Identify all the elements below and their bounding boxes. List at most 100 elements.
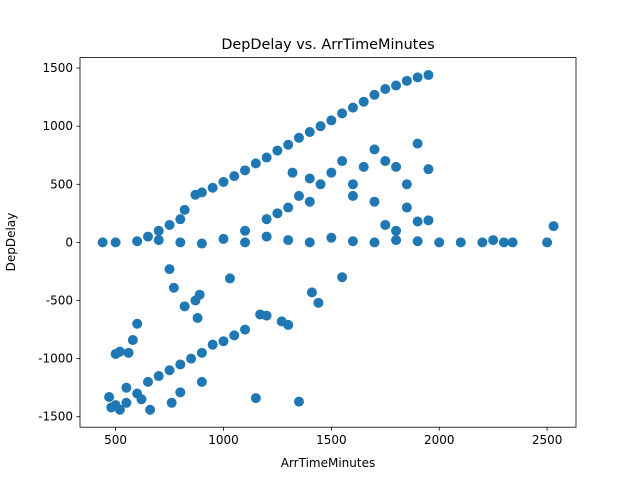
point: [315, 179, 326, 190]
y-tick-label: 1500: [42, 61, 73, 75]
y-tick-label: 1000: [42, 119, 73, 133]
point: [164, 219, 175, 230]
point: [391, 161, 402, 172]
point: [412, 138, 423, 149]
point: [240, 324, 251, 335]
point: [224, 273, 235, 284]
point: [326, 115, 337, 126]
point: [261, 214, 272, 225]
point: [423, 70, 434, 81]
point: [123, 347, 134, 358]
point: [391, 235, 402, 246]
x-tick-label: 2000: [424, 433, 455, 447]
point: [168, 282, 179, 293]
point: [218, 233, 229, 244]
point: [306, 287, 317, 298]
point: [304, 237, 315, 248]
point: [142, 231, 153, 242]
point: [412, 216, 423, 227]
point: [347, 179, 358, 190]
x-tick-label: 1000: [208, 433, 239, 447]
point: [401, 75, 412, 86]
point: [179, 301, 190, 312]
point: [358, 96, 369, 107]
point: [196, 187, 207, 198]
point: [194, 289, 205, 300]
point: [142, 376, 153, 387]
point: [293, 396, 304, 407]
point: [498, 237, 509, 248]
point: [423, 164, 434, 175]
point: [110, 237, 121, 248]
point: [391, 80, 402, 91]
point: [121, 382, 132, 393]
y-tick-label: -500: [46, 294, 73, 308]
y-tick-label: -1500: [38, 410, 73, 424]
point: [315, 121, 326, 132]
point: [412, 236, 423, 247]
point: [304, 173, 315, 184]
point: [229, 171, 240, 182]
point: [380, 219, 391, 230]
point: [121, 397, 132, 408]
point: [401, 179, 412, 190]
point: [283, 139, 294, 150]
point: [229, 330, 240, 341]
point: [104, 391, 115, 402]
point: [287, 167, 298, 178]
point: [132, 318, 143, 329]
point: [369, 196, 380, 207]
y-tick-label: 500: [50, 177, 73, 191]
point: [166, 397, 177, 408]
point: [507, 237, 518, 248]
point: [114, 404, 125, 415]
point: [97, 237, 108, 248]
point: [304, 196, 315, 207]
point: [326, 232, 337, 243]
point: [164, 365, 175, 376]
point: [347, 236, 358, 247]
point: [283, 202, 294, 213]
point: [337, 156, 348, 167]
y-tick-label: -1000: [38, 352, 73, 366]
point: [192, 312, 203, 323]
point: [293, 132, 304, 143]
point: [347, 102, 358, 113]
point: [114, 346, 125, 357]
point: [369, 237, 380, 248]
point: [207, 339, 218, 350]
point: [313, 297, 324, 308]
point: [261, 310, 272, 321]
point: [250, 393, 261, 404]
point: [175, 237, 186, 248]
point: [272, 208, 283, 219]
point: [175, 359, 186, 370]
chart-title: DepDelay vs. ArrTimeMinutes: [221, 37, 434, 53]
point: [164, 264, 175, 275]
point: [196, 376, 207, 387]
point: [488, 235, 499, 246]
point: [326, 167, 337, 178]
point: [175, 214, 186, 225]
point: [153, 371, 164, 382]
point: [369, 144, 380, 155]
point: [261, 152, 272, 163]
point: [127, 335, 138, 346]
point: [380, 156, 391, 167]
point: [434, 237, 445, 248]
point: [196, 347, 207, 358]
point: [153, 225, 164, 236]
point: [380, 83, 391, 94]
point: [304, 126, 315, 137]
point: [175, 387, 186, 398]
point: [412, 72, 423, 83]
point: [455, 237, 466, 248]
point: [145, 404, 156, 415]
point: [293, 190, 304, 201]
point: [250, 158, 261, 169]
point: [548, 221, 559, 232]
point: [218, 176, 229, 187]
point: [179, 204, 190, 215]
point: [240, 165, 251, 176]
point: [186, 353, 197, 364]
